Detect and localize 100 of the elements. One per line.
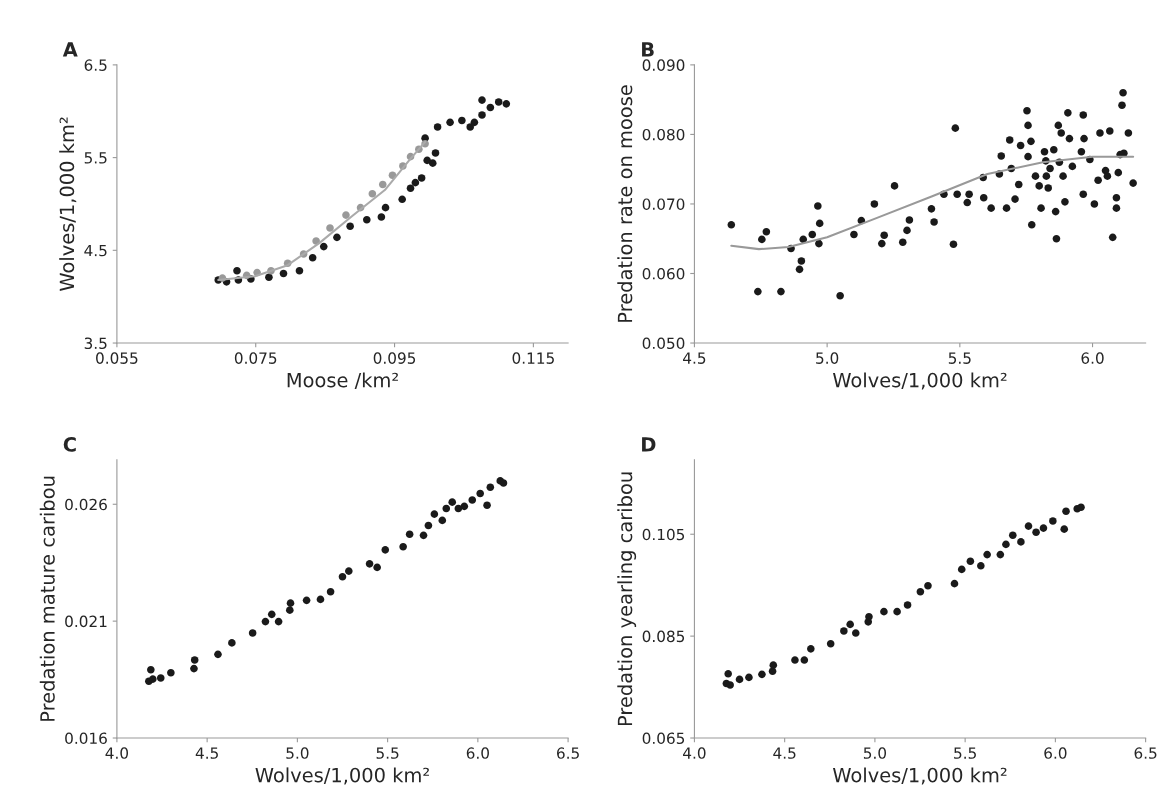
point: [460, 502, 469, 511]
x-tick-label: 5.0: [863, 747, 887, 759]
point: [950, 579, 959, 588]
point: [1032, 528, 1040, 536]
point: [745, 673, 753, 682]
point: [406, 184, 415, 192]
y-tick-label: 4.5: [84, 244, 107, 257]
point: [826, 639, 835, 648]
y-tick-label: 6.5: [84, 59, 107, 71]
point: [345, 567, 353, 575]
chart-title: D: [642, 437, 656, 452]
x-tick-label: 0.095: [373, 352, 416, 364]
chart-title: C: [63, 437, 76, 452]
x-tick-label: 6.0: [466, 747, 489, 759]
point: [851, 629, 860, 637]
point: [261, 617, 270, 626]
point: [840, 627, 848, 635]
point: [381, 546, 390, 554]
point: [466, 123, 475, 131]
chart-title: A: [62, 42, 78, 57]
x-tick-label: 0.115: [512, 352, 554, 364]
point: [977, 562, 985, 570]
x-tick-label: 6.5: [557, 747, 579, 759]
point: [399, 543, 407, 551]
point: [419, 531, 428, 540]
y-tick-label: 5.5: [84, 152, 107, 164]
x-tick-label: 5.5: [948, 352, 971, 364]
point: [983, 550, 991, 559]
point: [362, 215, 371, 224]
point: [924, 581, 932, 590]
point: [1049, 517, 1057, 525]
x-tick-label: 4.0: [105, 747, 129, 759]
point: [233, 266, 241, 275]
point: [483, 501, 491, 510]
point: [846, 620, 854, 629]
y-axis-title: Predation rate on moose: [617, 85, 633, 322]
y-axis-title: Predation mature caribou: [39, 476, 55, 721]
x-tick-label: 4.0: [683, 747, 706, 759]
y-tick-label: 3.5: [84, 337, 107, 350]
point: [428, 159, 437, 167]
point: [724, 670, 732, 678]
point: [769, 661, 778, 669]
point: [807, 645, 815, 653]
point: [316, 595, 325, 604]
y-axis-title: Predation yearling caribou: [617, 472, 637, 726]
point: [342, 211, 350, 219]
point: [438, 516, 447, 525]
point: [791, 656, 799, 664]
x-tick-label: 6.5: [1134, 747, 1157, 759]
point: [880, 607, 888, 616]
point: [228, 639, 236, 647]
point: [279, 269, 288, 278]
point: [865, 612, 873, 621]
chart-title: B: [642, 42, 654, 57]
point: [735, 675, 744, 684]
y-tick-label: 0.080: [642, 128, 685, 141]
line-series: [730, 155, 1135, 251]
point: [377, 213, 386, 221]
x-tick-label: 5.0: [286, 747, 309, 759]
point: [893, 607, 901, 616]
point: [478, 111, 486, 119]
point: [326, 224, 334, 232]
point: [405, 530, 414, 538]
point: [424, 521, 433, 530]
point: [368, 189, 377, 198]
point: [248, 629, 257, 637]
point: [433, 123, 442, 131]
x-axis-title: Wolves/1,000 km²: [832, 767, 1007, 785]
point: [319, 242, 328, 251]
point: [446, 118, 454, 127]
point: [1017, 538, 1025, 546]
point: [1002, 540, 1010, 549]
point: [274, 617, 283, 626]
point: [486, 103, 495, 112]
point: [486, 483, 495, 492]
point: [1062, 507, 1070, 516]
point: [333, 233, 341, 242]
y-tick-label: 0.065: [642, 732, 685, 745]
point: [1024, 522, 1033, 530]
point: [308, 253, 317, 262]
point: [286, 599, 295, 607]
y-tick-label: 0.070: [642, 198, 685, 210]
point: [476, 489, 484, 498]
point: [149, 675, 157, 683]
point: [190, 664, 198, 673]
point: [458, 116, 466, 125]
point: [267, 610, 276, 619]
y-tick-label: 0.090: [642, 59, 685, 71]
point: [996, 550, 1005, 559]
point: [411, 178, 420, 187]
point: [265, 273, 273, 282]
point: [966, 557, 975, 566]
point: [326, 587, 335, 596]
x-tick-label: 5.5: [954, 747, 976, 759]
point: [373, 563, 381, 572]
point: [1060, 525, 1069, 533]
point: [295, 266, 304, 275]
point: [365, 560, 374, 568]
point: [494, 98, 503, 106]
point: [378, 180, 387, 189]
